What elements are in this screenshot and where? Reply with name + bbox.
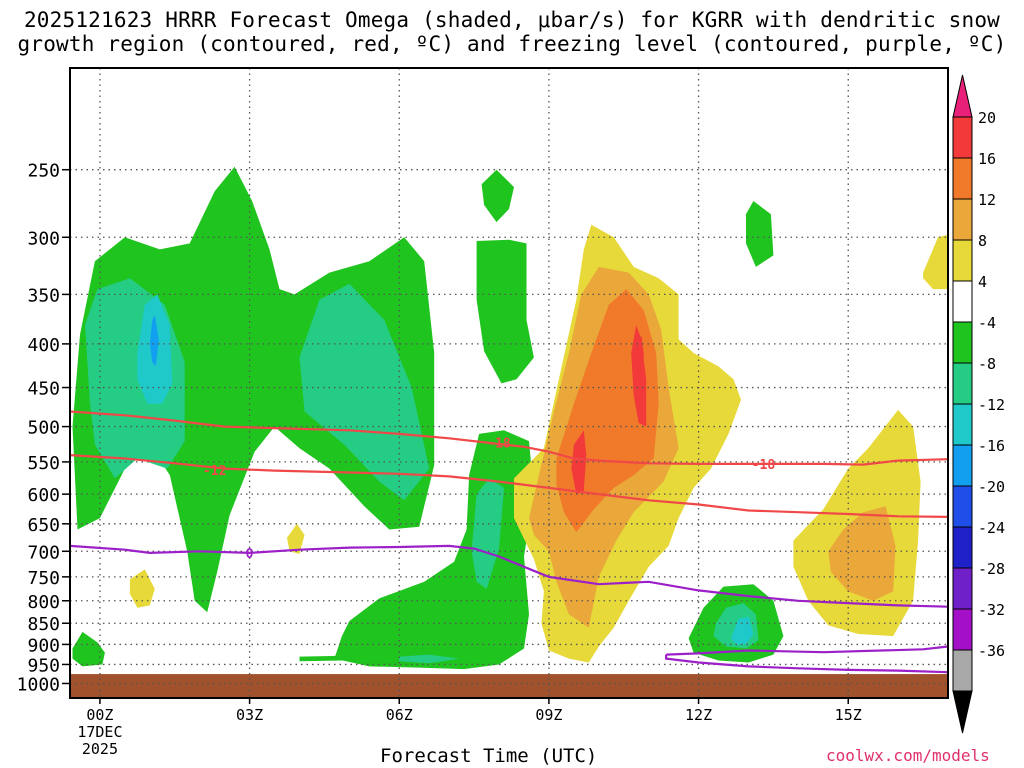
- colorbar-swatch-8: [952, 444, 973, 487]
- colorbar-swatch-6: [952, 362, 973, 405]
- omega-region-neg8-9: [299, 283, 430, 501]
- colorbar-swatch-9: [952, 485, 973, 528]
- omega-region-pos4-24: [923, 234, 948, 290]
- colorbar-label-0: 20: [978, 109, 996, 127]
- y-tick-label-550: 550: [27, 453, 60, 474]
- omega-region-pos16-19: [571, 430, 587, 495]
- colorbar-swatch-12: [952, 608, 973, 651]
- y-tick-label-500: 500: [27, 418, 60, 439]
- omega-region-neg8-10: [471, 478, 504, 589]
- colorbar-label-12: -32: [978, 601, 1005, 619]
- colorbar-swatch-2: [952, 198, 973, 241]
- x-tick-label-06Z: 06Z: [386, 706, 413, 724]
- x-tick-label-15Z: 15Z: [835, 706, 862, 724]
- colorbar-top-arrow: [952, 74, 973, 118]
- colorbar-label-10: -24: [978, 519, 1005, 537]
- y-tick-label-650: 650: [27, 515, 60, 536]
- omega-region-neg4-3: [476, 239, 534, 384]
- y-tick-label-600: 600: [27, 485, 60, 506]
- plot-frame: [69, 67, 949, 699]
- y-tick-label-800: 800: [27, 592, 60, 613]
- x-tick-label-00Z: 00Z: [86, 706, 113, 724]
- credit-text: coolwx.com/models: [826, 746, 990, 765]
- chart-title-line-1: 2025121623 HRRR Forecast Omega (shaded, …: [23, 8, 1001, 32]
- y-tick-label-750: 750: [27, 568, 60, 589]
- contour-label-1: -18: [752, 458, 776, 473]
- x-tick-sublabel-0: 17DEC: [77, 723, 122, 741]
- omega-region-neg4-1: [72, 631, 105, 667]
- ground-band: [70, 674, 948, 698]
- omega-region-pos20-21: [638, 334, 644, 404]
- chart-title-line-2: growth region (contoured, red, ºC) and f…: [17, 32, 1007, 56]
- x-tick-label-12Z: 12Z: [685, 706, 712, 724]
- colorbar-swatch-1: [952, 157, 973, 200]
- omega-region-pos4-22: [129, 569, 155, 608]
- omega-region-pos4-23: [287, 523, 305, 554]
- colorbar-swatch-3: [952, 239, 973, 282]
- contour-dendritic-upper: [70, 410, 948, 466]
- omega-region-neg4-0: [72, 166, 435, 613]
- x-tick-sublabel-1: 2025: [82, 740, 118, 758]
- contour-freezing-level: [70, 544, 948, 608]
- x-axis-label: Forecast Time (UTC): [380, 745, 598, 767]
- y-tick-label-350: 350: [27, 285, 60, 306]
- colorbar-label-9: -20: [978, 478, 1005, 496]
- x-tick-label-09Z: 09Z: [535, 706, 562, 724]
- colorbar-swatch-11: [952, 567, 973, 610]
- colorbar-label-13: -36: [978, 642, 1005, 660]
- y-tick-label-450: 450: [27, 379, 60, 400]
- x-tick-label-03Z: 03Z: [236, 706, 263, 724]
- y-tick-label-400: 400: [27, 335, 60, 356]
- contour-dendritic-lower: [70, 454, 948, 518]
- y-tick-label-250: 250: [27, 161, 60, 182]
- y-tick-label-700: 700: [27, 542, 60, 563]
- omega-region-neg4-6: [299, 655, 345, 662]
- omega-region-neg4-4: [746, 201, 774, 267]
- omega-region-neg16-15: [149, 315, 159, 367]
- colorbar-label-1: 16: [978, 150, 996, 168]
- y-tick-label-1000: 1000: [17, 674, 60, 695]
- colorbar-bottom-arrow: [952, 690, 973, 734]
- colorbar-swatch-5: [952, 321, 973, 364]
- contour-label-3: 0: [246, 547, 254, 562]
- y-tick-label-950: 950: [27, 655, 60, 676]
- omega-region-neg8-11: [399, 654, 460, 664]
- colorbar-label-7: -12: [978, 396, 1005, 414]
- colorbar-label-2: 12: [978, 191, 996, 209]
- y-tick-label-850: 850: [27, 614, 60, 635]
- omega-region-neg4-2: [481, 169, 514, 223]
- colorbar-label-6: -8: [978, 355, 996, 373]
- colorbar-label-11: -28: [978, 560, 1005, 578]
- contour-freezing-level-bottom: [665, 654, 948, 674]
- colorbar-label-3: 8: [978, 232, 987, 250]
- contour-label-0: -18: [487, 437, 511, 452]
- colorbar-swatch-10: [952, 526, 973, 569]
- y-tick-label-300: 300: [27, 228, 60, 249]
- colorbar-swatch-13: [952, 649, 973, 692]
- colorbar-label-5: -4: [978, 314, 996, 332]
- y-tick-label-900: 900: [27, 635, 60, 656]
- colorbar-swatch-7: [952, 403, 973, 446]
- contour-freezing-level-lower: [666, 645, 948, 656]
- colorbar-label-8: -16: [978, 437, 1005, 455]
- colorbar-swatch-4: [952, 280, 973, 323]
- colorbar-swatch-0: [952, 116, 973, 159]
- colorbar-label-4: 4: [978, 273, 987, 291]
- contour-label-2: -12: [203, 464, 226, 479]
